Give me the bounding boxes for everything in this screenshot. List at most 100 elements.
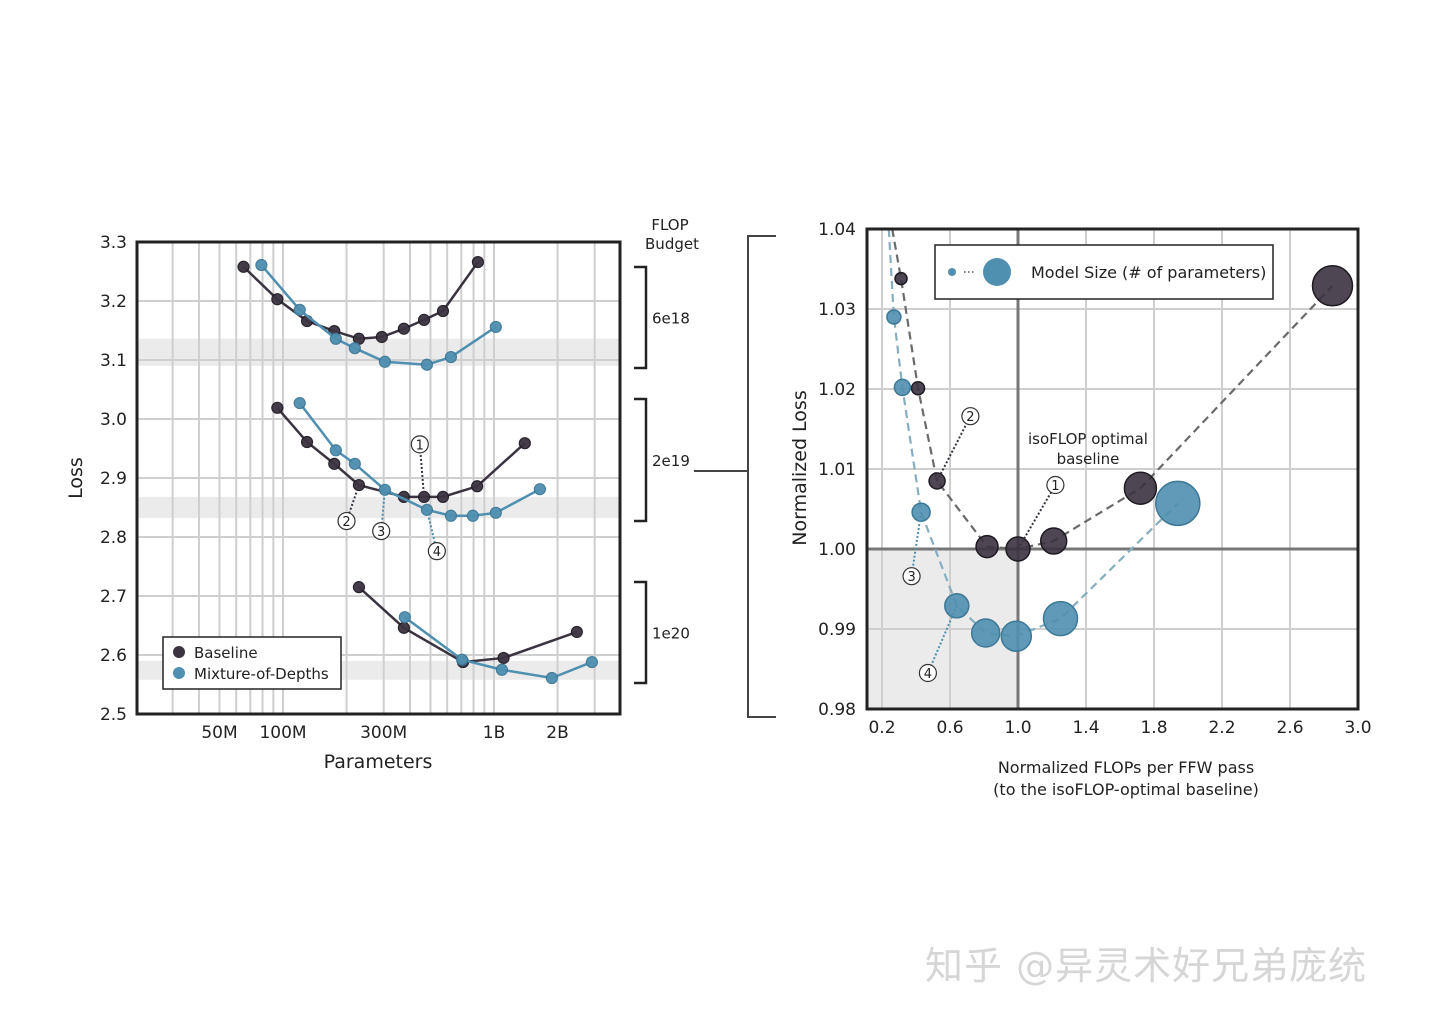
data-point (1042, 600, 1079, 637)
annotation-marker (1046, 475, 1065, 495)
x-tick-label: 1.4 (1072, 718, 1099, 738)
budget-bracket (634, 580, 648, 685)
annotation-leader (418, 444, 426, 497)
right-chart: 0.2 0.6 1.0 1.4 1.8 2.2 2.6 3.0 0.98 0.99 1.00 1.01… (789, 220, 1372, 799)
budget-bracket (634, 265, 648, 370)
annotation-marker (918, 663, 938, 683)
annotation-marker (961, 407, 980, 426)
data-point (271, 401, 284, 414)
annotation-marker (410, 435, 429, 454)
y-tick-label: 3.1 (100, 351, 127, 371)
reference-label: baseline (1057, 450, 1120, 468)
data-point (1000, 620, 1033, 652)
legend-label: Model Size (# of parameters) (1031, 263, 1266, 282)
data-point (495, 663, 508, 676)
y-tick-label: 0.99 (818, 620, 856, 640)
y-tick-label: 1.03 (818, 300, 856, 320)
annotation-leader (936, 415, 972, 482)
x-axis-label: Parameters (324, 751, 433, 773)
x-tick-label: 3.0 (1344, 718, 1371, 738)
annotation-label: 4 (433, 545, 441, 560)
data-point (1311, 265, 1354, 307)
data-point (497, 651, 510, 665)
legend-label-mod: Mixture-of-Depths (194, 665, 329, 683)
annotation-label: 4 (924, 667, 932, 682)
data-point (570, 625, 583, 639)
data-point (585, 655, 598, 669)
x-tick-label: 0.6 (936, 718, 963, 738)
y-tick-label: 0.98 (818, 700, 856, 720)
y-tick-label: 2.5 (100, 705, 127, 725)
data-point (975, 534, 999, 559)
data-point (489, 506, 502, 519)
optimal-band (137, 496, 620, 519)
x-axis-label: (to the isoFLOP-optimal baseline) (993, 780, 1259, 799)
y-tick-label: 1.00 (818, 540, 856, 560)
legend-marker-large (983, 258, 1011, 286)
data-point (471, 255, 485, 269)
data-point (271, 293, 284, 306)
annotation-marker (372, 521, 391, 541)
annotation-marker (337, 511, 356, 531)
data-point (489, 320, 502, 334)
data-point (328, 457, 341, 470)
data-point (293, 396, 306, 410)
data-point (518, 437, 531, 450)
x-tick-label: 100M (259, 723, 306, 743)
data-point (293, 303, 306, 316)
data-point (1039, 527, 1068, 555)
data-point (375, 330, 388, 344)
data-point (329, 332, 342, 345)
x-tick-label: 2B (546, 723, 568, 743)
x-tick-label: 2.2 (1208, 718, 1235, 738)
y-tick-label: 1.02 (818, 380, 856, 400)
annotation-label: 1 (1051, 479, 1059, 494)
data-point (970, 618, 1001, 648)
annotation-label: 2 (342, 515, 350, 530)
data-point (893, 378, 912, 397)
data-point (545, 671, 558, 685)
zoom-bracket (747, 235, 776, 718)
data-point (348, 342, 361, 355)
data-point (420, 358, 434, 371)
y-axis-label: Loss (65, 457, 87, 499)
legend: Model Size (# of parameters) (934, 244, 1274, 300)
annotation-leader (926, 605, 958, 674)
data-point (348, 457, 361, 470)
reference-label: isoFLOP optimal (1028, 430, 1148, 448)
plot-frame (135, 240, 622, 716)
annotation-leader (380, 489, 386, 532)
legend-marker-small (948, 268, 956, 276)
data-point (886, 309, 902, 325)
data-point (444, 350, 458, 364)
budget-header: FLOP (651, 216, 688, 234)
series-line-baseline (242, 261, 479, 341)
legend-marker-baseline (173, 646, 185, 658)
data-point (237, 260, 250, 273)
data-point (417, 313, 431, 326)
legend-box (162, 636, 342, 690)
data-point (894, 271, 908, 286)
annotation-label: 2 (966, 410, 974, 425)
data-point (397, 621, 410, 634)
data-point (300, 435, 314, 449)
budget-label: 6e18 (652, 310, 690, 328)
legend: Baseline Mixture-of-Depths (162, 636, 342, 690)
data-point (455, 653, 469, 666)
watermark: 知乎 @异灵术好兄弟庞统 (925, 944, 1368, 988)
budget-label: 2e19 (652, 452, 690, 470)
optimal-band (137, 338, 620, 366)
x-tick-label: 50M (201, 723, 237, 743)
data-point (352, 581, 366, 594)
y-tick-label: 2.7 (100, 587, 127, 607)
y-tick-label: 3.0 (100, 410, 127, 430)
data-point (397, 322, 410, 335)
x-tick-label: 2.6 (1276, 718, 1303, 738)
x-tick-label: 1B (483, 723, 505, 743)
data-point (444, 509, 458, 522)
annotation-leader (1017, 484, 1057, 550)
data-point (910, 380, 926, 396)
annotation-label: 1 (416, 438, 424, 453)
